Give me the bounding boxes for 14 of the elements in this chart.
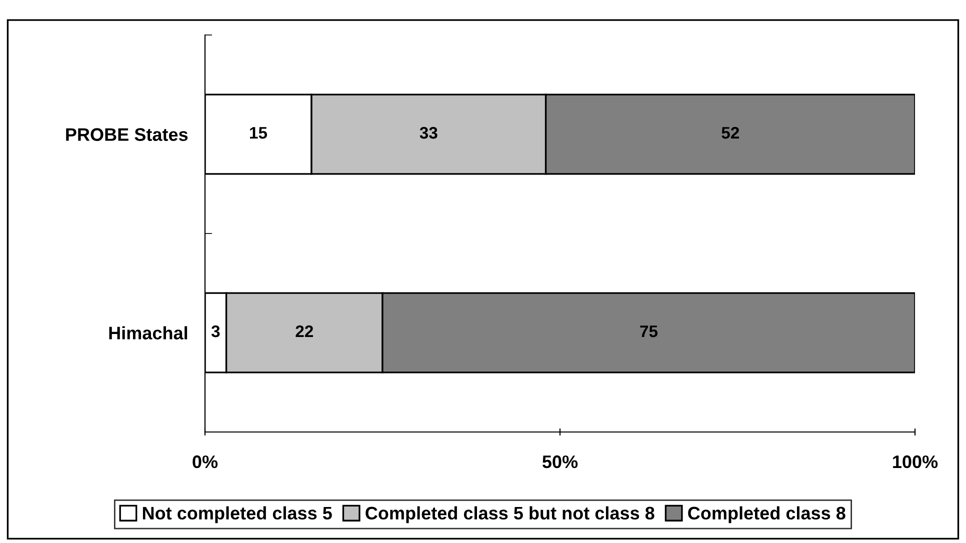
legend-label: Not completed class 5	[142, 506, 332, 524]
y-tick-label: PROBE States	[66, 128, 188, 141]
y-tick-label: Himachal	[109, 326, 188, 340]
data-label: 3	[211, 325, 220, 338]
x-tick-label: 0%	[192, 455, 218, 468]
data-label: 22	[296, 325, 314, 338]
legend-label: Completed class 8	[688, 506, 846, 524]
legend-label: Completed class 5 but not class 8	[366, 506, 654, 524]
x-tick-label: 100%	[893, 455, 938, 468]
data-label: 15	[250, 127, 268, 139]
data-label: 75	[640, 326, 658, 338]
data-label: 52	[722, 126, 740, 139]
x-tick-label: 50%	[542, 455, 578, 468]
data-label: 33	[420, 126, 438, 139]
